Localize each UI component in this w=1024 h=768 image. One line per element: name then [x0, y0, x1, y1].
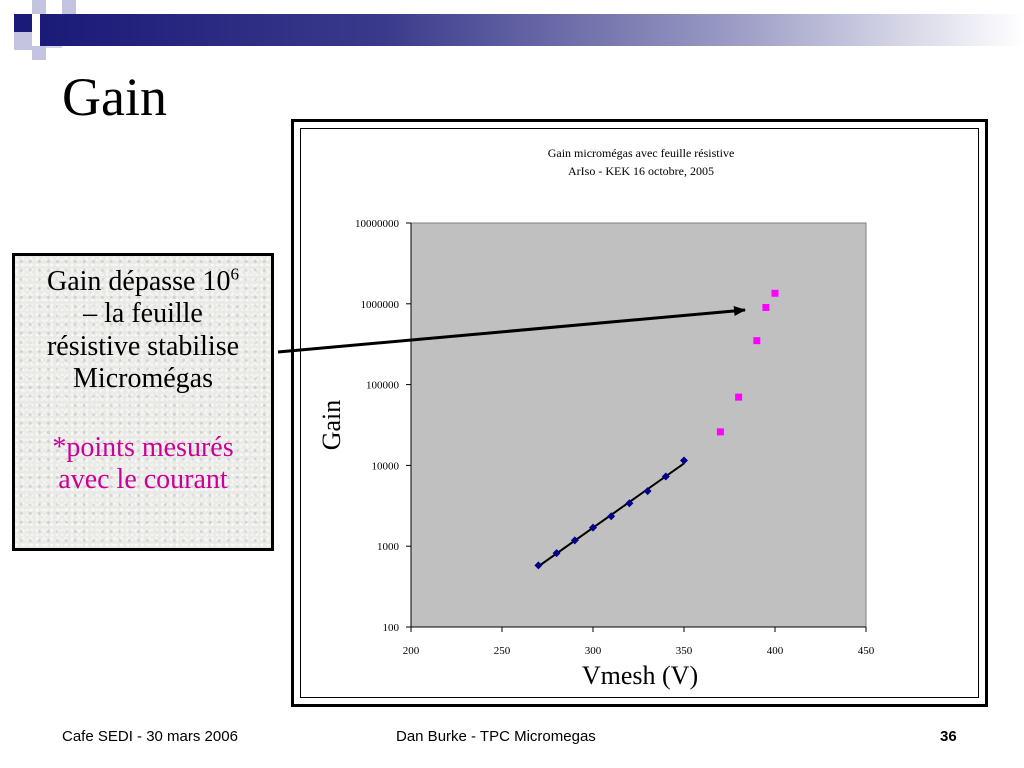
callout-line-3: résistive stabilise — [46, 330, 240, 362]
x-axis-ticks: 200 250 300 350 400 450 — [403, 627, 875, 657]
callout-line-4: Micromégas — [73, 363, 213, 395]
data-point — [534, 561, 543, 570]
header-square-lilac-3 — [14, 32, 32, 50]
footer-event: Cafe SEDI - 30 mars 2006 — [62, 728, 238, 745]
data-point — [762, 303, 770, 311]
y-axis-label: Gain — [317, 400, 346, 451]
callout-exponent: 6 — [230, 264, 240, 284]
data-point — [661, 472, 670, 481]
callout-line-1-text: Gain dépasse 10 — [46, 266, 231, 297]
plot-area — [410, 222, 867, 628]
header-square-lilac-2 — [62, 0, 76, 14]
data-point — [552, 549, 561, 558]
header-gradient-band — [40, 14, 1024, 46]
chart-subtitle: ArIso - KEK 16 octobre, 2005 — [568, 164, 714, 178]
x-tick-label: 300 — [585, 645, 602, 657]
data-point — [643, 487, 652, 496]
chart-title: Gain micromégas avec feuille résistive — [548, 146, 735, 160]
callout-note-line-1: *points mesurés — [52, 431, 234, 463]
data-point — [753, 337, 761, 345]
slide-title: Gain — [62, 67, 167, 127]
data-point — [589, 523, 597, 532]
page-number: 36 — [940, 728, 957, 745]
x-tick-label: 350 — [676, 645, 693, 657]
data-point — [716, 428, 724, 436]
series-2 — [716, 289, 779, 436]
data-point — [570, 536, 579, 545]
y-tick-label: 100000 — [366, 380, 400, 392]
y-tick-label: 10000 — [372, 460, 400, 472]
y-tick-label: 10000000 — [355, 218, 400, 230]
y-tick-label: 1000 — [377, 541, 400, 553]
chart-inner-frame — [300, 128, 979, 698]
x-tick-label: 400 — [767, 645, 784, 657]
data-point — [735, 393, 743, 401]
y-axis-ticks: 100 1000 10000 100000 1000000 10000000 — [355, 218, 411, 634]
callout-note-line-2: avec le courant — [58, 464, 228, 496]
x-tick-label: 250 — [494, 645, 511, 657]
header-square-lilac — [32, 0, 46, 14]
annotation-arrow — [277, 306, 746, 354]
series-layer — [534, 289, 779, 570]
callout-note: *points mesurés avec le courant — [15, 432, 271, 497]
footer-author: Dan Burke - TPC Micromegas — [396, 728, 596, 745]
data-point — [771, 289, 779, 297]
x-tick-label: 200 — [403, 645, 420, 657]
x-axis-label: Vmesh (V) — [582, 661, 698, 690]
data-point — [680, 456, 688, 465]
callout-box: Gain dépasse 106 – la feuille résistive … — [12, 253, 274, 551]
x-tick-label: 450 — [858, 645, 875, 657]
data-point — [607, 512, 616, 521]
callout-line-2: – la feuille — [83, 298, 203, 330]
header-square-lilac-5 — [32, 46, 46, 60]
series-1 — [534, 456, 688, 570]
y-tick-label: 1000000 — [361, 299, 400, 311]
header-square-navy — [14, 14, 32, 32]
data-point — [625, 499, 634, 508]
y-tick-label: 100 — [383, 622, 400, 634]
callout-line-1: Gain dépasse 106 — [15, 266, 271, 298]
